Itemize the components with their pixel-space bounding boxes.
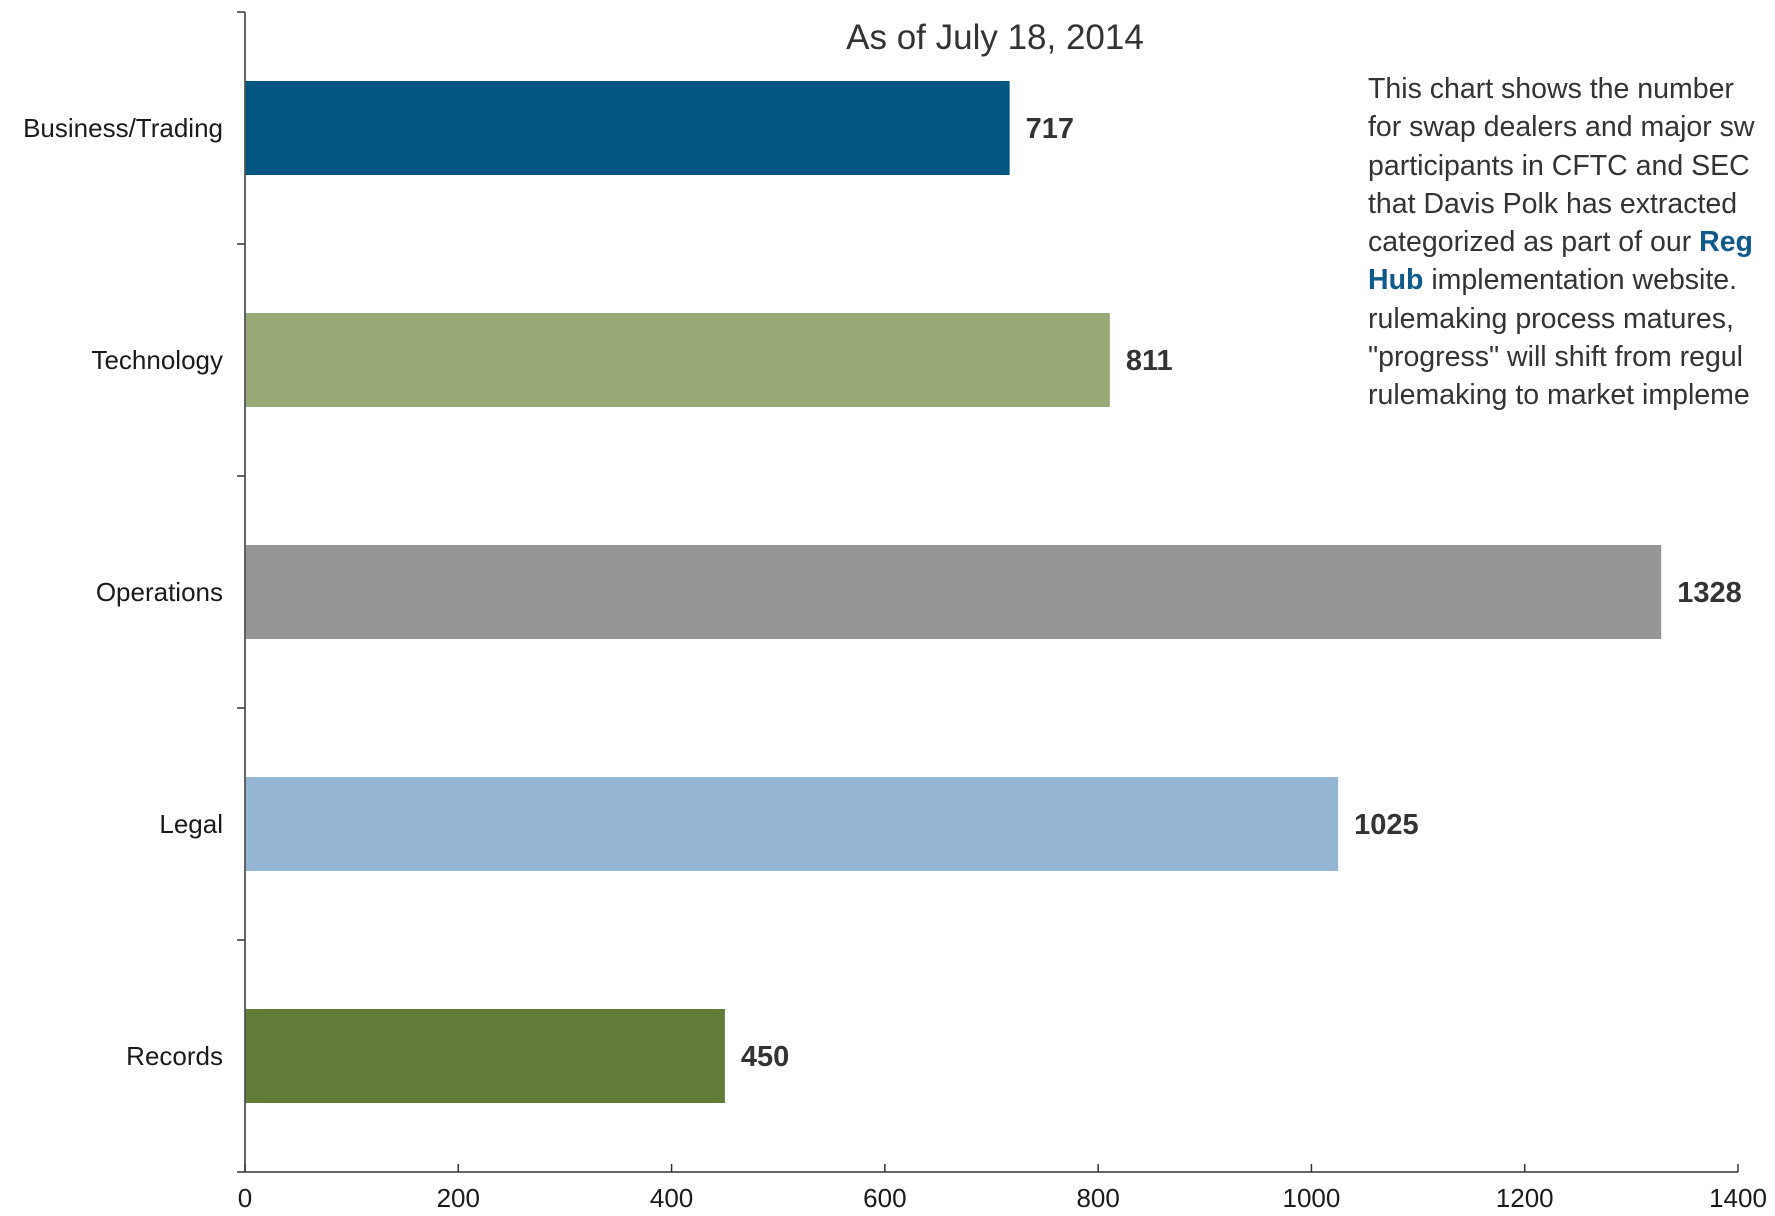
x-tick-label: 200 bbox=[437, 1183, 480, 1213]
bar bbox=[245, 81, 1010, 175]
axes-layer: 0 200 400 600 800 1000 1200 1400 Business/Tradin… bbox=[23, 11, 1767, 1213]
description-line: rulemaking process matures, bbox=[1368, 302, 1734, 335]
description-line: rulemaking to market impleme bbox=[1368, 379, 1750, 412]
description-line: categorized as part of our Reg bbox=[1368, 223, 1775, 261]
bar bbox=[245, 313, 1110, 407]
regulatory-hub-link-continued[interactable]: Hub bbox=[1368, 264, 1424, 297]
bar bbox=[245, 1009, 725, 1103]
x-tick-label: 1200 bbox=[1496, 1183, 1554, 1213]
category-label: Legal bbox=[159, 809, 223, 839]
chart-description: This chart shows the number for swap dea… bbox=[1368, 70, 1775, 415]
bars-layer: 717 811 1328 1025 450 bbox=[245, 81, 1742, 1103]
data-label: 1025 bbox=[1354, 809, 1419, 841]
description-line: "progress" will shift from regul bbox=[1368, 341, 1744, 374]
description-line: that Davis Polk has extracted bbox=[1368, 187, 1738, 220]
category-label: Technology bbox=[91, 345, 223, 375]
description-text: implementation website. bbox=[1423, 264, 1738, 297]
chart-subtitle: As of July 18, 2014 bbox=[846, 18, 1144, 57]
category-label: Records bbox=[126, 1041, 223, 1071]
data-label: 717 bbox=[1026, 113, 1074, 145]
description-line: This chart shows the number bbox=[1368, 73, 1734, 105]
category-label: Business/Trading bbox=[23, 113, 223, 143]
description-line: participants in CFTC and SEC bbox=[1368, 149, 1750, 182]
x-tick-label: 0 bbox=[238, 1183, 252, 1213]
x-tick-label: 800 bbox=[1076, 1183, 1119, 1213]
category-label: Operations bbox=[96, 577, 223, 607]
data-label: 450 bbox=[741, 1041, 789, 1073]
description-text: categorized as part of our bbox=[1368, 226, 1700, 259]
description-line: for swap dealers and major sw bbox=[1368, 111, 1755, 144]
bar bbox=[245, 545, 1662, 639]
x-tick-label: 1400 bbox=[1709, 1183, 1767, 1213]
data-label: 811 bbox=[1126, 345, 1173, 377]
data-label: 1328 bbox=[1677, 577, 1742, 609]
x-tick-label: 1000 bbox=[1283, 1183, 1341, 1213]
regulatory-hub-link[interactable]: Reg bbox=[1699, 226, 1753, 259]
description-line: Hub implementation website. bbox=[1368, 261, 1775, 299]
x-tick-label: 400 bbox=[650, 1183, 693, 1213]
bar bbox=[245, 777, 1339, 871]
x-tick-label: 600 bbox=[863, 1183, 906, 1213]
